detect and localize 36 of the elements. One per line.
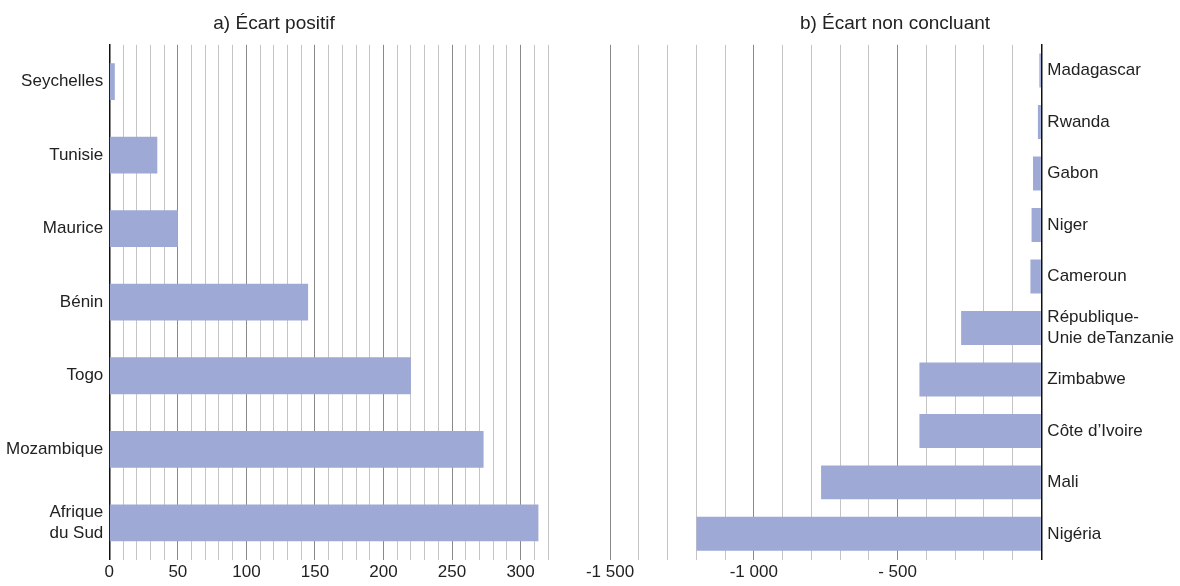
- y-tick-label: Cameroun: [1047, 266, 1127, 286]
- bar: [109, 504, 539, 542]
- bar: [109, 136, 158, 174]
- bar: [109, 430, 484, 468]
- y-tick-label: Gabon: [1047, 163, 1099, 183]
- bar: [109, 283, 309, 321]
- y-tick-label: Madagascar: [1047, 60, 1142, 80]
- x-tick-label: 300: [506, 562, 535, 582]
- bar: [109, 357, 411, 395]
- x-tick-label: 200: [369, 562, 398, 582]
- y-tick-label: Maurice: [42, 218, 104, 238]
- x-tick-label: 100: [232, 562, 261, 582]
- x-tick-label: -1 500: [585, 562, 635, 582]
- y-tick-label: Tunisie: [49, 144, 104, 164]
- y-tick-label: Mozambique: [6, 438, 104, 458]
- chart-title: b) Écart non concluant: [799, 11, 991, 33]
- bar: [109, 210, 178, 248]
- x-tick-label: 150: [300, 562, 330, 582]
- x-tick-label: -1 000: [729, 562, 778, 582]
- x-tick-label: 250: [437, 562, 467, 582]
- y-tick-label: Rwanda: [1047, 111, 1111, 131]
- x-tick-label: 50: [168, 562, 188, 582]
- y-tick-label: Mali: [1047, 472, 1079, 492]
- chart-title: a) Écart positif: [213, 11, 336, 33]
- y-tick-label: Bénin: [59, 291, 104, 311]
- y-tick-label: Afrique du Sud: [49, 502, 104, 542]
- x-tick-label: - 500: [878, 562, 917, 582]
- y-tick-label: Togo: [66, 365, 104, 385]
- bar: [109, 63, 115, 100]
- y-tick-label: Nigéria: [1047, 523, 1102, 543]
- y-tick-label: Seychelles: [21, 71, 104, 91]
- y-tick-label: Côte d’Ivoire: [1047, 420, 1143, 440]
- y-tick-label: Niger: [1047, 214, 1089, 234]
- x-tick-label: 0: [104, 562, 115, 582]
- y-tick-label: Zimbabwe: [1047, 369, 1126, 389]
- y-tick-label: République- Unie deTanzanie: [1047, 307, 1175, 347]
